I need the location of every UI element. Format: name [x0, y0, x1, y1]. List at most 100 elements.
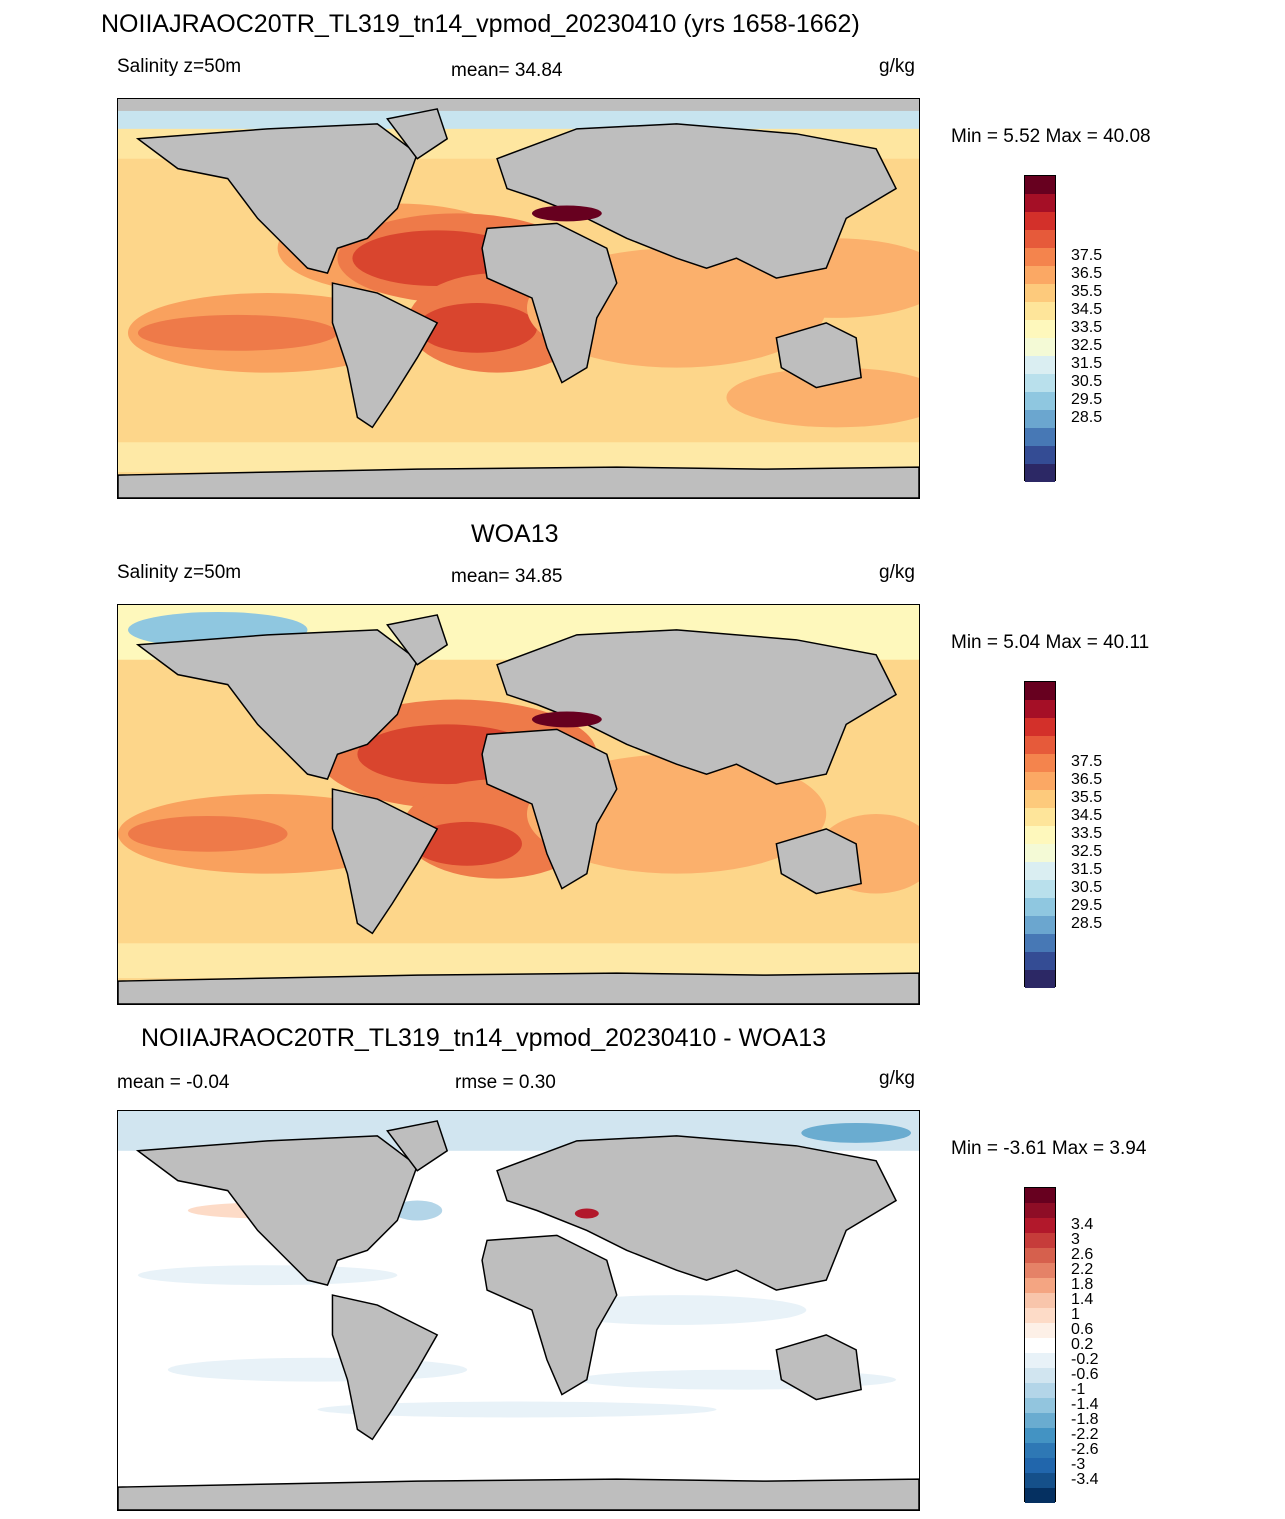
colorbar-segment: [1025, 844, 1055, 862]
panel2-title: WOA13: [471, 520, 559, 548]
colorbar-segment: [1025, 934, 1055, 952]
colorbar-tick-label: -3.4: [1071, 1470, 1099, 1488]
colorbar-segment: [1025, 1353, 1055, 1368]
colorbar-tick-label: -0.6: [1071, 1365, 1099, 1383]
panel2-mean-label: mean= 34.85: [451, 566, 563, 587]
colorbar-segment: [1025, 176, 1055, 194]
colorbar-segment: [1025, 952, 1055, 970]
colorbar-tick-label: -3: [1071, 1455, 1086, 1473]
colorbar-segment: [1025, 428, 1055, 446]
panel3-mean-label: mean = -0.04: [117, 1072, 230, 1093]
colorbar-tick-label: 1.4: [1071, 1290, 1094, 1308]
colorbar-segment: [1025, 410, 1055, 428]
colorbar-tick-label: 34.5: [1071, 301, 1103, 318]
colorbar-tick-label: 37.5: [1071, 753, 1103, 770]
colorbar-segment: [1025, 880, 1055, 898]
colorbar-tick-label: 30.5: [1071, 373, 1103, 390]
colorbar-segment: [1025, 1443, 1055, 1458]
colorbar-segment: [1025, 754, 1055, 772]
colorbar-segment: [1025, 1398, 1055, 1413]
colorbar-tick-label: 1: [1071, 1305, 1080, 1323]
colorbar-segment: [1025, 1458, 1055, 1473]
colorbar-segment: [1025, 1188, 1055, 1203]
colorbar-tick-label: -0.2: [1071, 1350, 1099, 1368]
colorbar-segment: [1025, 374, 1055, 392]
panel2-colorbar: [1024, 681, 1056, 988]
colorbar-segment: [1025, 1488, 1055, 1503]
colorbar-segment: [1025, 194, 1055, 212]
colorbar-segment: [1025, 1383, 1055, 1398]
colorbar-tick-label: 33.5: [1071, 319, 1103, 336]
colorbar-segment: [1025, 808, 1055, 826]
colorbar-segment: [1025, 736, 1055, 754]
panel2-minmax-label: Min = 5.04 Max = 40.11: [951, 632, 1150, 653]
panel2-map: [117, 604, 920, 1005]
colorbar-tick-label: -1: [1071, 1380, 1086, 1398]
colorbar-tick-label: 32.5: [1071, 843, 1103, 860]
colorbar-tick-label: 29.5: [1071, 897, 1103, 914]
colorbar-segment: [1025, 682, 1055, 700]
colorbar-segment: [1025, 248, 1055, 266]
colorbar-tick-label: -1.8: [1071, 1410, 1099, 1428]
panel3-minmax-label: Min = -3.61 Max = 3.94: [951, 1138, 1147, 1159]
panel1-minmax-label: Min = 5.52 Max = 40.08: [951, 126, 1151, 147]
colorbar-tick-label: 3: [1071, 1230, 1080, 1248]
colorbar-tick-label: 28.5: [1071, 409, 1103, 426]
colorbar-segment: [1025, 700, 1055, 718]
panel3-colorbar: [1024, 1187, 1056, 1503]
colorbar-segment: [1025, 266, 1055, 284]
colorbar-tick-label: 35.5: [1071, 283, 1103, 300]
colorbar-segment: [1025, 1263, 1055, 1278]
colorbar-tick-label: 2.2: [1071, 1260, 1094, 1278]
colorbar-tick-label: 34.5: [1071, 807, 1103, 824]
colorbar-segment: [1025, 446, 1055, 464]
colorbar-segment: [1025, 916, 1055, 934]
colorbar-segment: [1025, 284, 1055, 302]
panel2-variable-label: Salinity z=50m: [117, 562, 242, 583]
colorbar-tick-label: -2.2: [1071, 1425, 1099, 1443]
colorbar-segment: [1025, 862, 1055, 880]
panel1-colorbar: [1024, 175, 1056, 482]
colorbar-tick-label: 30.5: [1071, 879, 1103, 896]
colorbar-segment: [1025, 230, 1055, 248]
colorbar-segment: [1025, 1218, 1055, 1233]
colorbar-tick-label: 33.5: [1071, 825, 1103, 842]
colorbar-segment: [1025, 392, 1055, 410]
panel1-variable-label: Salinity z=50m: [117, 56, 242, 77]
colorbar-segment: [1025, 1368, 1055, 1383]
colorbar-segment: [1025, 1278, 1055, 1293]
colorbar-segment: [1025, 1428, 1055, 1443]
colorbar-segment: [1025, 1473, 1055, 1488]
colorbar-tick-label: -2.6: [1071, 1440, 1099, 1458]
colorbar-tick-label: 35.5: [1071, 789, 1103, 806]
colorbar-tick-label: 0.6: [1071, 1320, 1094, 1338]
colorbar-segment: [1025, 1323, 1055, 1338]
panel1-mean-label: mean= 34.84: [451, 60, 563, 81]
panel3-map: [117, 1110, 920, 1511]
colorbar-segment: [1025, 356, 1055, 374]
colorbar-segment: [1025, 302, 1055, 320]
panel1-units-label: g/kg: [879, 56, 915, 77]
colorbar-segment: [1025, 464, 1055, 482]
colorbar-segment: [1025, 1308, 1055, 1323]
colorbar-segment: [1025, 1293, 1055, 1308]
colorbar-tick-label: 28.5: [1071, 915, 1103, 932]
colorbar-tick-label: 3.4: [1071, 1215, 1094, 1233]
colorbar-tick-label: 36.5: [1071, 265, 1103, 282]
colorbar-segment: [1025, 1413, 1055, 1428]
colorbar-tick-label: 1.8: [1071, 1275, 1094, 1293]
panel2-units-label: g/kg: [879, 562, 915, 583]
colorbar-segment: [1025, 772, 1055, 790]
colorbar-segment: [1025, 1203, 1055, 1218]
colorbar-segment: [1025, 790, 1055, 808]
colorbar-segment: [1025, 1233, 1055, 1248]
colorbar-segment: [1025, 970, 1055, 988]
colorbar-segment: [1025, 338, 1055, 356]
colorbar-segment: [1025, 826, 1055, 844]
panel3-title: NOIIAJRAOC20TR_TL319_tn14_vpmod_20230410…: [141, 1024, 827, 1052]
colorbar-tick-label: 31.5: [1071, 861, 1103, 878]
colorbar-segment: [1025, 718, 1055, 736]
panel1-map: [117, 98, 920, 499]
colorbar-segment: [1025, 212, 1055, 230]
colorbar-segment: [1025, 898, 1055, 916]
